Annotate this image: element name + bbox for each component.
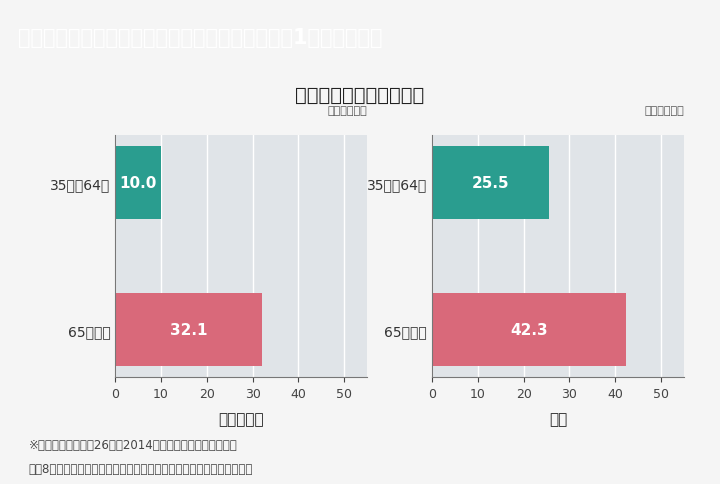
Bar [115,147,161,220]
Text: 10.0: 10.0 [120,176,157,191]
Text: 32.1: 32.1 [170,322,207,337]
Text: ＜図8「年齢階級別にみた退院患者の平均在院日数の年次推移」＞より: ＜図8「年齢階級別にみた退院患者の平均在院日数の年次推移」＞より [29,462,253,475]
Text: （単位：日）: （単位：日） [644,106,684,116]
Text: （単位：日）: （単位：日） [328,106,367,116]
Bar [432,293,626,366]
Text: ※厚生労働省「平成26年（2014）患者調査の概況」概況表: ※厚生労働省「平成26年（2014）患者調査の概況」概況表 [29,438,238,451]
X-axis label: 病院: 病院 [549,411,567,426]
Text: 25.5: 25.5 [472,176,509,191]
Bar [115,293,262,366]
X-axis label: 一般診療所: 一般診療所 [218,411,264,426]
Text: 42.3: 42.3 [510,322,548,337]
Text: 入院した場合の平均在院期間は、およそ半月から1か月半です。: 入院した場合の平均在院期間は、およそ半月から1か月半です。 [18,28,382,47]
Bar [432,147,549,220]
Text: 退院患者の平均在院日数: 退院患者の平均在院日数 [295,86,425,105]
